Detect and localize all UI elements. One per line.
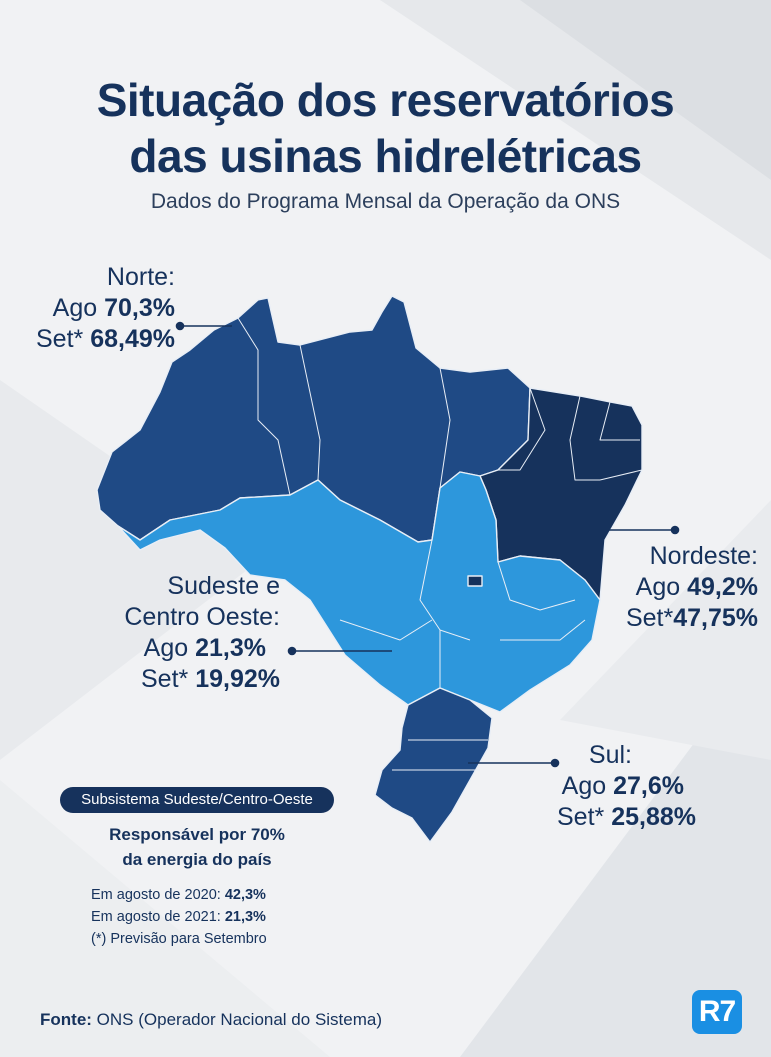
sudeste-ago-value: 21,3% bbox=[195, 634, 266, 662]
source-text: ONS (Operador Nacional do Sistema) bbox=[96, 1010, 383, 1029]
note-2021: Em agosto de 2021: 21,3% bbox=[91, 909, 266, 925]
nordeste-set: Set*47,75% bbox=[625, 604, 758, 632]
norte-label: Norte: Ago 70,3% Set* 68,49% bbox=[0, 262, 175, 355]
norte-set-value: 68,49% bbox=[90, 325, 175, 353]
note-main: Responsável por 70% da energia do país bbox=[60, 822, 334, 872]
source-label: Fonte: bbox=[40, 1010, 92, 1029]
sul-set: Set* 25,88% bbox=[556, 803, 696, 831]
norte-ago-value: 70,3% bbox=[104, 294, 175, 322]
sudeste-label: Sudeste e Centro Oeste: Ago 21,3% Set* 1… bbox=[90, 571, 280, 695]
nordeste-ago: Ago 49,2% bbox=[635, 573, 758, 601]
note-forecast: (*) Previsão para Setembro bbox=[91, 931, 267, 947]
sul-name: Sul: bbox=[588, 741, 632, 769]
sul-ago: Ago 27,6% bbox=[561, 772, 684, 800]
nordeste-ago-value: 49,2% bbox=[687, 573, 758, 601]
note-2020: Em agosto de 2020: 42,3% bbox=[91, 887, 266, 903]
sul-ago-value: 27,6% bbox=[613, 772, 684, 800]
sul-set-value: 25,88% bbox=[611, 803, 696, 831]
nordeste-name: Nordeste: bbox=[649, 542, 758, 570]
norte-ago: Ago 70,3% bbox=[52, 294, 175, 322]
sul-label: Sul: Ago 27,6% Set* 25,88% bbox=[520, 740, 696, 833]
nordeste-set-value: 47,75% bbox=[673, 604, 758, 632]
sudeste-centro-oeste-region bbox=[117, 471, 601, 713]
nordeste-label: Nordeste: Ago 49,2% Set*47,75% bbox=[590, 541, 758, 634]
r7-logo: R7 bbox=[692, 990, 742, 1034]
sudeste-set-value: 19,92% bbox=[195, 665, 280, 693]
source-line: Fonte: ONS (Operador Nacional do Sistema… bbox=[40, 1010, 382, 1030]
norte-set: Set* 68,49% bbox=[35, 325, 175, 353]
title-line-1: Situação dos reservatórios bbox=[96, 74, 675, 126]
norte-name: Norte: bbox=[106, 263, 175, 291]
note-main-line-2: da energia do país bbox=[122, 850, 272, 869]
page-title: Situação dos reservatórios das usinas hi… bbox=[0, 72, 771, 184]
note-main-line-1: Responsável por 70% bbox=[109, 825, 285, 844]
subtitle: Dados do Programa Mensal da Operação da … bbox=[150, 190, 621, 213]
sudeste-name-2: Centro Oeste: bbox=[124, 603, 280, 631]
title-line-2: das usinas hidrelétricas bbox=[129, 130, 642, 182]
subsystem-badge: Subsistema Sudeste/Centro-Oeste bbox=[60, 787, 334, 813]
sudeste-name-1: Sudeste e bbox=[167, 572, 280, 600]
sul-region bbox=[374, 687, 493, 843]
sudeste-ago: Ago 21,3% bbox=[143, 634, 266, 662]
sudeste-set: Set* 19,92% bbox=[140, 665, 280, 693]
note-details: Em agosto de 2020: 42,3% Em agosto de 20… bbox=[91, 884, 267, 950]
